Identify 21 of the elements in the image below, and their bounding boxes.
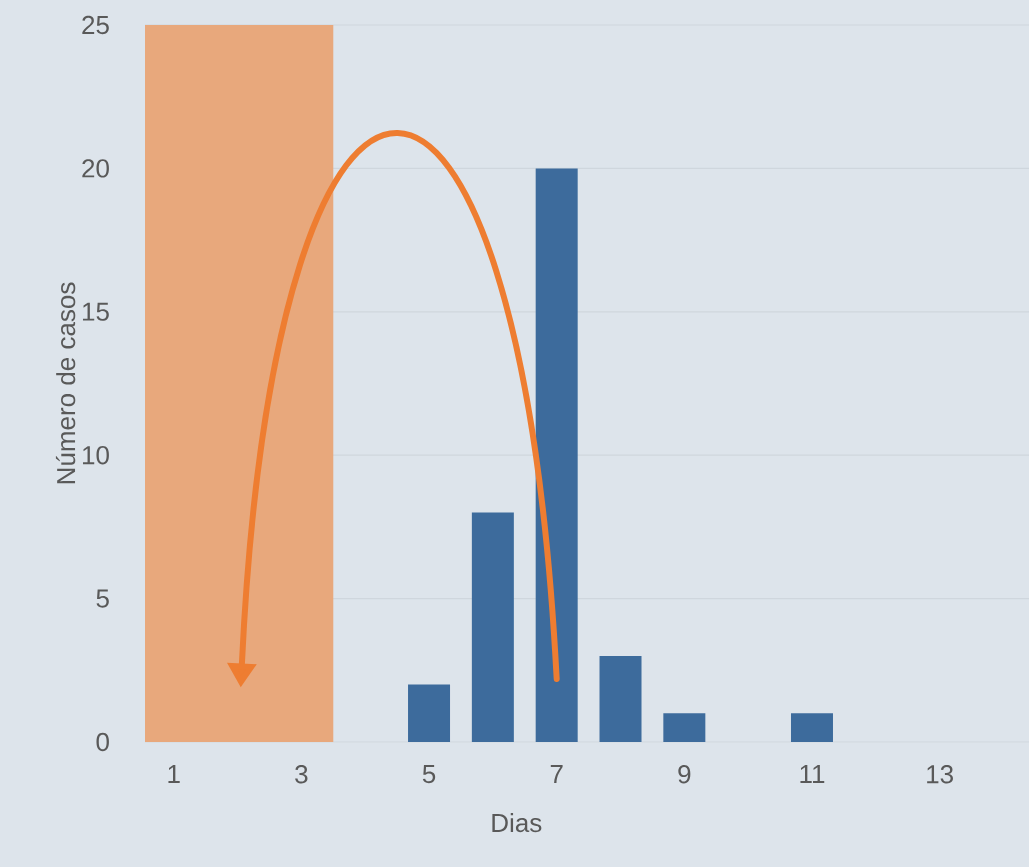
x-tick-label: 1 bbox=[168, 765, 180, 783]
y-tick-label: 25 bbox=[82, 15, 109, 35]
x-tick-label: 13 bbox=[927, 765, 953, 784]
y-tick-label: 20 bbox=[82, 159, 109, 178]
y-tick-label: 0 bbox=[96, 732, 109, 752]
y-axis-title: Número de casos bbox=[55, 282, 76, 484]
y-tick-label: 15 bbox=[82, 302, 109, 321]
bar bbox=[408, 684, 451, 742]
x-tick-label: 5 bbox=[422, 765, 436, 784]
x-tick-label: 9 bbox=[678, 765, 691, 784]
x-tick-label: 3 bbox=[295, 765, 308, 784]
x-tick-label: 11 bbox=[800, 765, 825, 783]
y-tick-label: 5 bbox=[96, 589, 109, 608]
bar bbox=[663, 713, 706, 742]
x-tick-label: 7 bbox=[550, 765, 563, 783]
bar bbox=[471, 512, 514, 742]
bar bbox=[535, 168, 578, 742]
y-tick-label: 10 bbox=[82, 445, 109, 465]
bar bbox=[599, 655, 642, 742]
x-axis-title: Dias bbox=[492, 813, 542, 833]
bar bbox=[790, 713, 833, 742]
